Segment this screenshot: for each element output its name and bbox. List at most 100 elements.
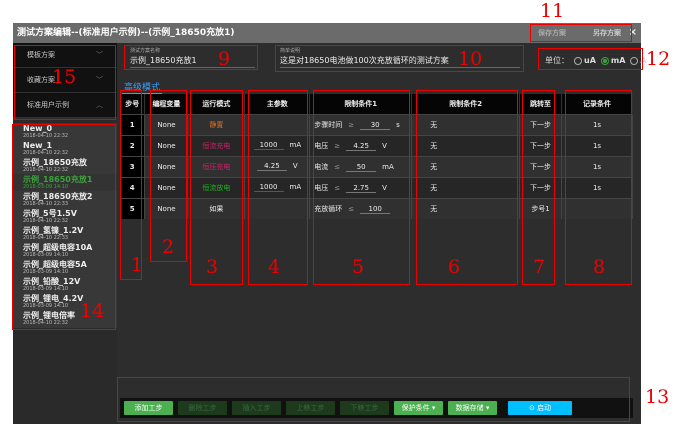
table-row[interactable]: 5 None 如果 充放循环 ≤100 无步号1 — [120, 197, 633, 219]
main-param[interactable]: 1000 mA — [244, 134, 311, 156]
annotation-number: 14 — [80, 300, 105, 322]
limit-value[interactable]: 4.25 — [346, 142, 377, 151]
run-mode[interactable]: 如果 — [187, 197, 246, 219]
list-item[interactable]: 示例_超级电容10A 2018-03-09 14:10 — [13, 242, 117, 259]
program-variable[interactable]: None — [144, 176, 189, 198]
plan-item-name: 示例_18650充放1 — [23, 175, 93, 184]
jump-to[interactable]: 下一步 — [519, 176, 563, 198]
main-param[interactable] — [244, 197, 311, 219]
main-param-input[interactable]: 1000 — [253, 183, 284, 192]
sidebar-nav-2[interactable]: 标准用户示例 ︿ — [13, 93, 117, 118]
table-row[interactable]: 3 None 恒压充电 4.25 V 电流 ≤50 mA 无下一步 1s — [120, 155, 633, 177]
limit-name: 电流 — [314, 162, 329, 171]
plan-name-field[interactable]: 测试方案名称 示例_18650充放1 — [130, 47, 255, 69]
jump-to[interactable]: 下一步 — [519, 155, 563, 177]
record-condition[interactable]: 1s — [561, 155, 633, 177]
annotation-box — [530, 24, 632, 42]
run-mode[interactable]: 恒流放电 — [187, 176, 246, 198]
annotation-number: 3 — [206, 256, 219, 278]
annotation-number: 4 — [268, 256, 281, 278]
program-variable[interactable]: None — [144, 134, 189, 156]
bottom-toolbar: 添加工步 删除工步 插入工步 上移工步 下移工步 保护条件 ▾ 数据存储 ▾ ⊙ 启动 — [120, 398, 633, 418]
record-condition[interactable]: 1s — [561, 134, 633, 156]
main-param-input[interactable]: 4.25 — [256, 162, 287, 171]
toolbar-button-5[interactable]: 保护条件 ▾ — [394, 401, 443, 415]
plan-list[interactable]: New_0 2018-04-10 22:32 New_1 2018-04-10 22:… — [13, 123, 117, 328]
list-item[interactable]: 示例_超级电容5A 2018-03-09 14:10 — [13, 259, 117, 276]
limit-value[interactable]: 50 — [346, 163, 377, 172]
table-row[interactable]: 1 None 静置 步骤时间 ≥30 s 无下一步 1s — [120, 113, 633, 135]
list-item[interactable]: 示例_锂电倍率 2018-04-10 22:32 — [13, 310, 117, 327]
main-param[interactable] — [244, 113, 311, 135]
list-item[interactable]: 示例_18650充放1 2018-03-09 14:10 — [13, 174, 117, 191]
limit-value[interactable]: 2.75 — [346, 184, 377, 193]
sidebar-nav-0[interactable]: 模板方案 ﹀ — [13, 43, 117, 68]
plan-desc-input[interactable]: 这是对18650电池做100次充放循环的测试方案 — [280, 55, 520, 68]
list-item[interactable]: New_1 2018-04-10 22:32 — [13, 140, 117, 157]
annotation-box — [522, 90, 555, 285]
run-mode[interactable]: 恒压充电 — [187, 155, 246, 177]
plan-name-input[interactable]: 示例_18650充放1 — [130, 55, 255, 68]
limit-condition-1[interactable]: 电流 ≤50 mA — [309, 155, 413, 177]
program-variable[interactable]: None — [144, 113, 189, 135]
step-number: 2 — [120, 134, 146, 156]
plan-item-date: 2018-04-10 22:32 — [23, 320, 69, 326]
jump-to[interactable]: 步号1 — [519, 197, 563, 219]
list-item[interactable]: New_0 2018-04-10 22:32 — [13, 123, 117, 140]
limit-condition-1[interactable]: 电压 ≤2.75 V — [309, 176, 413, 198]
limit-condition-2[interactable]: 无 — [411, 155, 521, 177]
plan-desc-field[interactable]: 简单说明 这是对18650电池做100次充放循环的测试方案 — [280, 47, 520, 69]
program-variable[interactable]: None — [144, 197, 189, 219]
toolbar-button-2[interactable]: 插入工步 — [232, 401, 281, 415]
limit-unit: mA — [382, 162, 394, 171]
save-as-plan-button[interactable]: 另存方案 — [593, 29, 621, 37]
close-icon[interactable]: × — [628, 27, 637, 38]
limit-condition-2[interactable]: 无 — [411, 113, 521, 135]
record-condition[interactable] — [561, 197, 633, 219]
column-header: 编程变量 — [144, 94, 189, 114]
program-variable[interactable]: None — [144, 155, 189, 177]
unit-radio-A[interactable]: A — [630, 56, 647, 65]
run-mode[interactable]: 恒流充电 — [187, 134, 246, 156]
list-item[interactable]: 示例_铅酸_12V 2018-03-09 14:10 — [13, 276, 117, 293]
toolbar-button-6[interactable]: 数据存储 ▾ — [448, 401, 497, 415]
limit-value[interactable]: 100 — [360, 205, 391, 214]
main-param[interactable]: 4.25 V — [244, 155, 311, 177]
window-title: 测试方案编辑--(标准用户示例)--(示例_18650充放1) — [17, 28, 235, 38]
unit-radio-uA[interactable]: uA — [574, 56, 596, 65]
plan-item-date: 2018-04-10 22:32 — [23, 218, 69, 224]
main-param-input[interactable]: 1000 — [253, 141, 284, 150]
toolbar-button-1[interactable]: 删除工步 — [178, 401, 227, 415]
limit-unit: s — [396, 120, 400, 129]
plan-item-date: 2018-03-09 14:10 — [23, 303, 69, 309]
limit-value[interactable]: 30 — [360, 121, 391, 130]
toolbar-button-3[interactable]: 上移工步 — [286, 401, 335, 415]
unit-radio-mA[interactable]: mA — [600, 56, 625, 65]
nav-label: 收藏方案 — [27, 76, 55, 84]
limit-condition-2[interactable]: 无 — [411, 134, 521, 156]
record-condition[interactable]: 1s — [561, 113, 633, 135]
limit-condition-2[interactable]: 无 — [411, 176, 521, 198]
list-item[interactable]: 示例_18650充放 2018-04-10 22:32 — [13, 157, 117, 174]
sidebar-nav-1[interactable]: 收藏方案 ﹀ — [13, 68, 117, 93]
limit-condition-1[interactable]: 步骤时间 ≥30 s — [309, 113, 413, 135]
limit-condition-2[interactable]: 无 — [411, 197, 521, 219]
main-param[interactable]: 1000 mA — [244, 176, 311, 198]
toolbar-button-0[interactable]: 添加工步 — [124, 401, 173, 415]
list-item[interactable]: 示例_氢镍_1.2V 2018-04-10 22:33 — [13, 225, 117, 242]
list-item[interactable]: 示例_5号1.5V 2018-04-10 22:32 — [13, 208, 117, 225]
list-item[interactable]: 示例_18650充放2 2018-04-10 22:33 — [13, 191, 117, 208]
save-plan-button[interactable]: 保存方案 — [538, 29, 566, 37]
jump-to[interactable]: 下一步 — [519, 134, 563, 156]
toolbar-button-7[interactable]: ⊙ 启动 — [508, 401, 572, 415]
run-mode[interactable]: 静置 — [187, 113, 246, 135]
table-row[interactable]: 4 None 恒流放电 1000 mA 电压 ≤2.75 V 无下一步 1s — [120, 176, 633, 198]
record-condition[interactable]: 1s — [561, 176, 633, 198]
list-item[interactable]: 示例_锂电_4.2V 2018-03-09 14:10 — [13, 293, 117, 310]
jump-to[interactable]: 下一步 — [519, 113, 563, 135]
toolbar-button-4[interactable]: 下移工步 — [340, 401, 389, 415]
limit-condition-1[interactable]: 充放循环 ≤100 — [309, 197, 413, 219]
nav-label: 标准用户示例 — [27, 101, 69, 109]
limit-condition-1[interactable]: 电压 ≥4.25 V — [309, 134, 413, 156]
table-row[interactable]: 2 None 恒流充电 1000 mA 电压 ≥4.25 V 无下一步 1s — [120, 134, 633, 156]
